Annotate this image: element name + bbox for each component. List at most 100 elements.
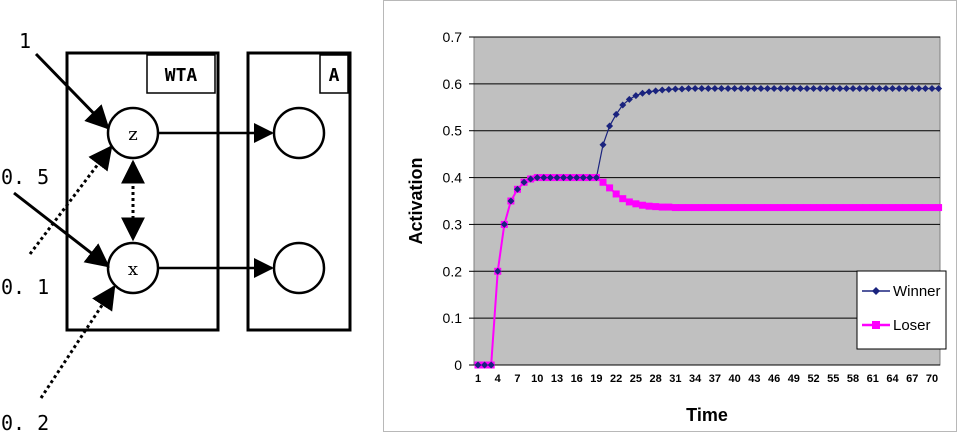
point-winner	[862, 85, 870, 93]
input-label-0-2: 0. 2	[1, 411, 49, 435]
point-winner	[717, 85, 725, 93]
point-loser	[625, 198, 633, 206]
point-loser	[908, 204, 916, 212]
input-arrow-x-weak	[39, 284, 116, 399]
point-loser	[869, 204, 877, 212]
point-winner	[474, 361, 482, 369]
point-loser	[790, 204, 798, 212]
y-tick-label: 0.1	[443, 310, 463, 326]
activation-chart: 0 0.1 0.2 0.3 0.4 0.5 0.6 0.7 1 4 7 10 13 16 19 22 25 28…	[383, 0, 957, 432]
point-loser	[599, 178, 607, 186]
point-winner	[711, 85, 719, 93]
point-winner	[520, 178, 528, 186]
point-winner	[816, 85, 824, 93]
y-tick-label: 0.3	[443, 216, 463, 232]
point-winner	[632, 92, 640, 100]
point-loser	[796, 204, 804, 212]
y-tick-label: 0	[454, 357, 462, 373]
x-tick-label: 10	[531, 373, 543, 385]
node-a-bottom	[272, 241, 326, 295]
point-winner	[698, 85, 706, 93]
point-winner	[560, 174, 568, 182]
point-winner	[533, 174, 541, 182]
point-loser	[823, 204, 831, 212]
point-winner	[869, 85, 877, 93]
point-winner	[566, 174, 574, 182]
point-loser	[724, 204, 732, 212]
point-loser	[836, 204, 844, 212]
wta-label: WTA	[165, 65, 198, 86]
point-winner	[836, 85, 844, 93]
point-winner	[599, 141, 607, 149]
point-winner	[487, 361, 495, 369]
node-x-label: x	[128, 259, 138, 280]
point-winner	[500, 220, 508, 228]
point-winner	[783, 85, 791, 93]
point-winner	[658, 86, 666, 94]
point-loser	[731, 204, 739, 212]
x-tick-label: 1	[475, 373, 481, 385]
node-z-label: z	[128, 124, 137, 145]
point-loser	[744, 204, 752, 212]
point-loser	[921, 204, 929, 212]
point-winner	[513, 185, 521, 193]
x-axis-label: Time	[686, 405, 728, 425]
point-loser	[889, 204, 897, 212]
point-loser	[875, 204, 883, 212]
point-loser	[810, 204, 818, 212]
point-winner	[829, 85, 837, 93]
point-winner	[494, 267, 502, 275]
point-loser	[856, 204, 864, 212]
point-loser	[606, 184, 614, 192]
wta-network-diagram: WTA A z x 1 0. 5 0. 1 0. 2	[1, 29, 352, 435]
point-loser	[612, 190, 620, 198]
point-loser	[829, 204, 837, 212]
point-winner	[902, 85, 910, 93]
point-winner	[757, 85, 765, 93]
point-winner	[724, 85, 732, 93]
point-loser	[737, 204, 745, 212]
point-winner	[777, 85, 785, 93]
point-winner	[790, 85, 798, 93]
point-loser	[862, 204, 870, 212]
x-tick-label: 16	[571, 373, 583, 385]
point-loser	[704, 204, 712, 212]
a-box	[246, 51, 352, 332]
point-loser	[619, 195, 627, 203]
x-tick-label: 67	[906, 373, 918, 385]
point-loser	[757, 204, 765, 212]
point-loser	[928, 204, 936, 212]
point-winner	[527, 175, 535, 183]
x-tick-label: 40	[728, 373, 740, 385]
point-loser	[849, 204, 857, 212]
point-winner	[750, 85, 758, 93]
x-tick-label: 70	[926, 373, 938, 385]
point-winner	[856, 85, 864, 93]
point-winner	[737, 85, 745, 93]
x-tick-label: 58	[847, 373, 859, 385]
input-label-0-5: 0. 5	[1, 165, 49, 189]
point-loser	[895, 204, 903, 212]
y-tick-label: 0.4	[443, 170, 463, 186]
point-winner	[685, 85, 693, 93]
wta-box	[65, 51, 220, 332]
point-winner	[889, 85, 897, 93]
x-tick-label: 13	[551, 373, 563, 385]
point-winner	[915, 85, 923, 93]
point-winner	[665, 85, 673, 93]
point-winner	[579, 174, 587, 182]
point-loser	[717, 204, 725, 212]
point-loser	[691, 204, 699, 212]
point-loser	[777, 204, 785, 212]
a-label: A	[329, 65, 340, 86]
point-loser	[632, 200, 640, 208]
y-tick-label: 0.5	[443, 123, 463, 139]
point-winner	[481, 361, 489, 369]
point-winner	[704, 85, 712, 93]
point-loser	[764, 204, 772, 212]
x-tick-label: 55	[827, 373, 839, 385]
point-loser	[915, 204, 923, 212]
x-tick-label: 28	[650, 373, 662, 385]
point-loser	[678, 204, 686, 212]
point-winner	[796, 85, 804, 93]
